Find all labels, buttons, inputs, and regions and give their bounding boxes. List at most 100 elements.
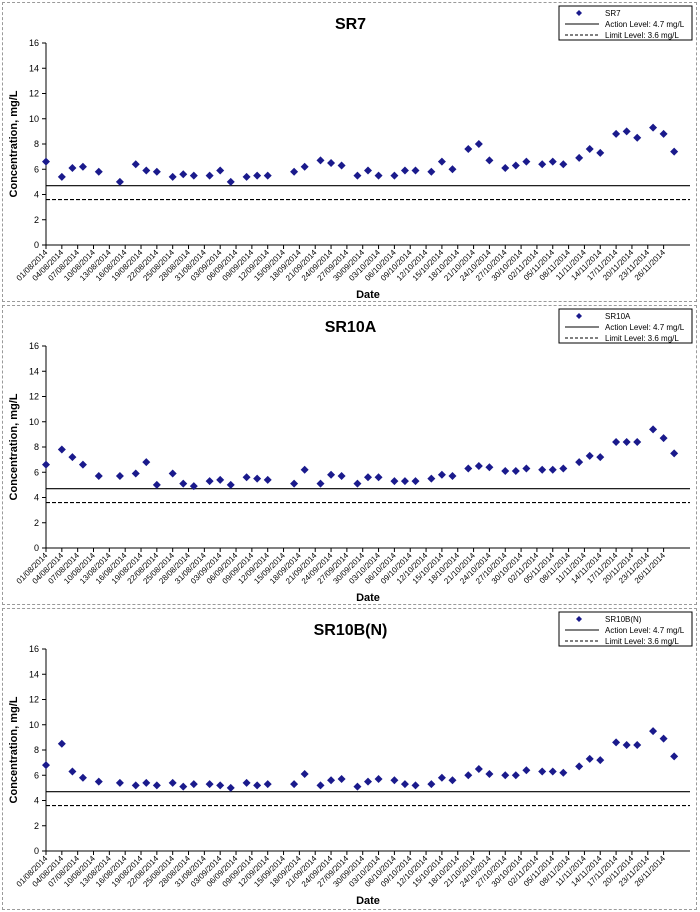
x-axis-label: Date <box>356 592 380 604</box>
data-point <box>538 160 547 169</box>
data-point <box>131 160 140 169</box>
data-point <box>216 781 225 790</box>
data-point <box>559 464 568 473</box>
legend-box <box>558 308 693 344</box>
data-point <box>670 752 679 761</box>
data-point <box>659 734 668 743</box>
y-tick-label: 0 <box>34 543 39 553</box>
data-point <box>559 160 568 169</box>
data-point <box>179 479 188 488</box>
data-point <box>622 127 631 136</box>
y-tick-label: 4 <box>34 796 39 806</box>
data-point <box>226 783 235 792</box>
data-point <box>337 775 346 784</box>
data-point <box>400 166 409 175</box>
data-point <box>575 153 584 162</box>
data-point <box>253 474 262 483</box>
data-point <box>522 464 531 473</box>
data-point <box>68 767 77 776</box>
data-point <box>448 776 457 785</box>
data-point <box>142 166 151 175</box>
x-axis-label: Date <box>356 895 380 907</box>
legend-box <box>558 5 693 41</box>
data-point <box>168 778 177 787</box>
data-point <box>400 780 409 789</box>
y-axis-label: Concentration, mg/L <box>8 393 20 500</box>
data-point <box>485 156 494 165</box>
data-point <box>189 171 198 180</box>
y-tick-label: 12 <box>29 695 39 705</box>
y-tick-label: 2 <box>34 518 39 528</box>
data-point <box>596 148 605 157</box>
chart-svg: SR10B(N)024681012141601/08/201404/08/201… <box>8 611 693 907</box>
data-point <box>474 764 483 773</box>
data-point <box>42 460 50 469</box>
data-point <box>659 434 668 443</box>
data-point <box>316 781 325 790</box>
data-point <box>437 157 446 166</box>
data-point <box>353 171 362 180</box>
data-point <box>68 163 77 172</box>
data-point <box>226 480 235 489</box>
data-point <box>501 163 510 172</box>
data-point <box>205 477 214 486</box>
data-point <box>633 740 642 749</box>
data-point <box>522 766 531 775</box>
y-tick-label: 12 <box>29 392 39 402</box>
data-point <box>511 771 520 780</box>
data-point <box>538 465 547 474</box>
data-point <box>152 781 161 790</box>
data-point <box>411 166 420 175</box>
data-point <box>263 780 272 789</box>
data-point <box>78 162 87 171</box>
chart-panel-sr10a: SR10A 0 2 4 6 8 10 12 14 16 01/08/2014 04/08/2014 07… <box>2 305 697 605</box>
data-point <box>353 782 362 791</box>
data-point <box>538 767 547 776</box>
data-point <box>131 469 140 478</box>
data-point <box>168 469 177 478</box>
data-point <box>327 158 336 167</box>
data-point <box>189 482 198 491</box>
data-point <box>575 762 584 771</box>
data-point <box>115 472 124 481</box>
data-point <box>612 437 621 446</box>
data-point <box>411 477 420 486</box>
data-point <box>374 775 383 784</box>
data-point <box>78 460 87 469</box>
data-point <box>300 769 309 778</box>
y-tick-label: 14 <box>29 366 39 376</box>
data-point <box>205 780 214 789</box>
data-point <box>400 477 409 486</box>
data-point <box>300 162 309 171</box>
legend-limit-label: Limit Level: 3.6 mg/L <box>605 334 679 343</box>
data-point <box>300 465 309 474</box>
y-tick-label: 14 <box>29 63 39 73</box>
data-point <box>337 161 346 170</box>
y-tick-label: 4 <box>34 190 39 200</box>
data-point <box>242 172 251 181</box>
data-point <box>115 177 124 186</box>
data-point <box>448 472 457 481</box>
data-point <box>411 781 420 790</box>
legend-box <box>558 611 693 647</box>
data-point <box>364 473 372 482</box>
y-axis-label: Concentration, mg/L <box>8 696 20 803</box>
data-point <box>585 145 594 154</box>
data-point <box>670 449 679 458</box>
data-point <box>242 473 251 482</box>
data-point <box>316 156 325 165</box>
data-point <box>585 451 594 460</box>
data-point <box>68 453 77 462</box>
y-tick-label: 0 <box>34 846 39 856</box>
data-point <box>57 445 66 454</box>
data-point <box>263 475 272 484</box>
y-tick-label: 8 <box>34 139 39 149</box>
legend-marker-diamond <box>576 313 582 319</box>
data-point <box>464 145 473 154</box>
y-tick-label: 10 <box>29 417 39 427</box>
data-point <box>216 475 225 484</box>
chart-svg: SR7024681012141601/08/201404/08/201407/0… <box>8 5 693 301</box>
legend-series-label: SR7 <box>605 9 621 18</box>
data-point <box>670 147 679 156</box>
